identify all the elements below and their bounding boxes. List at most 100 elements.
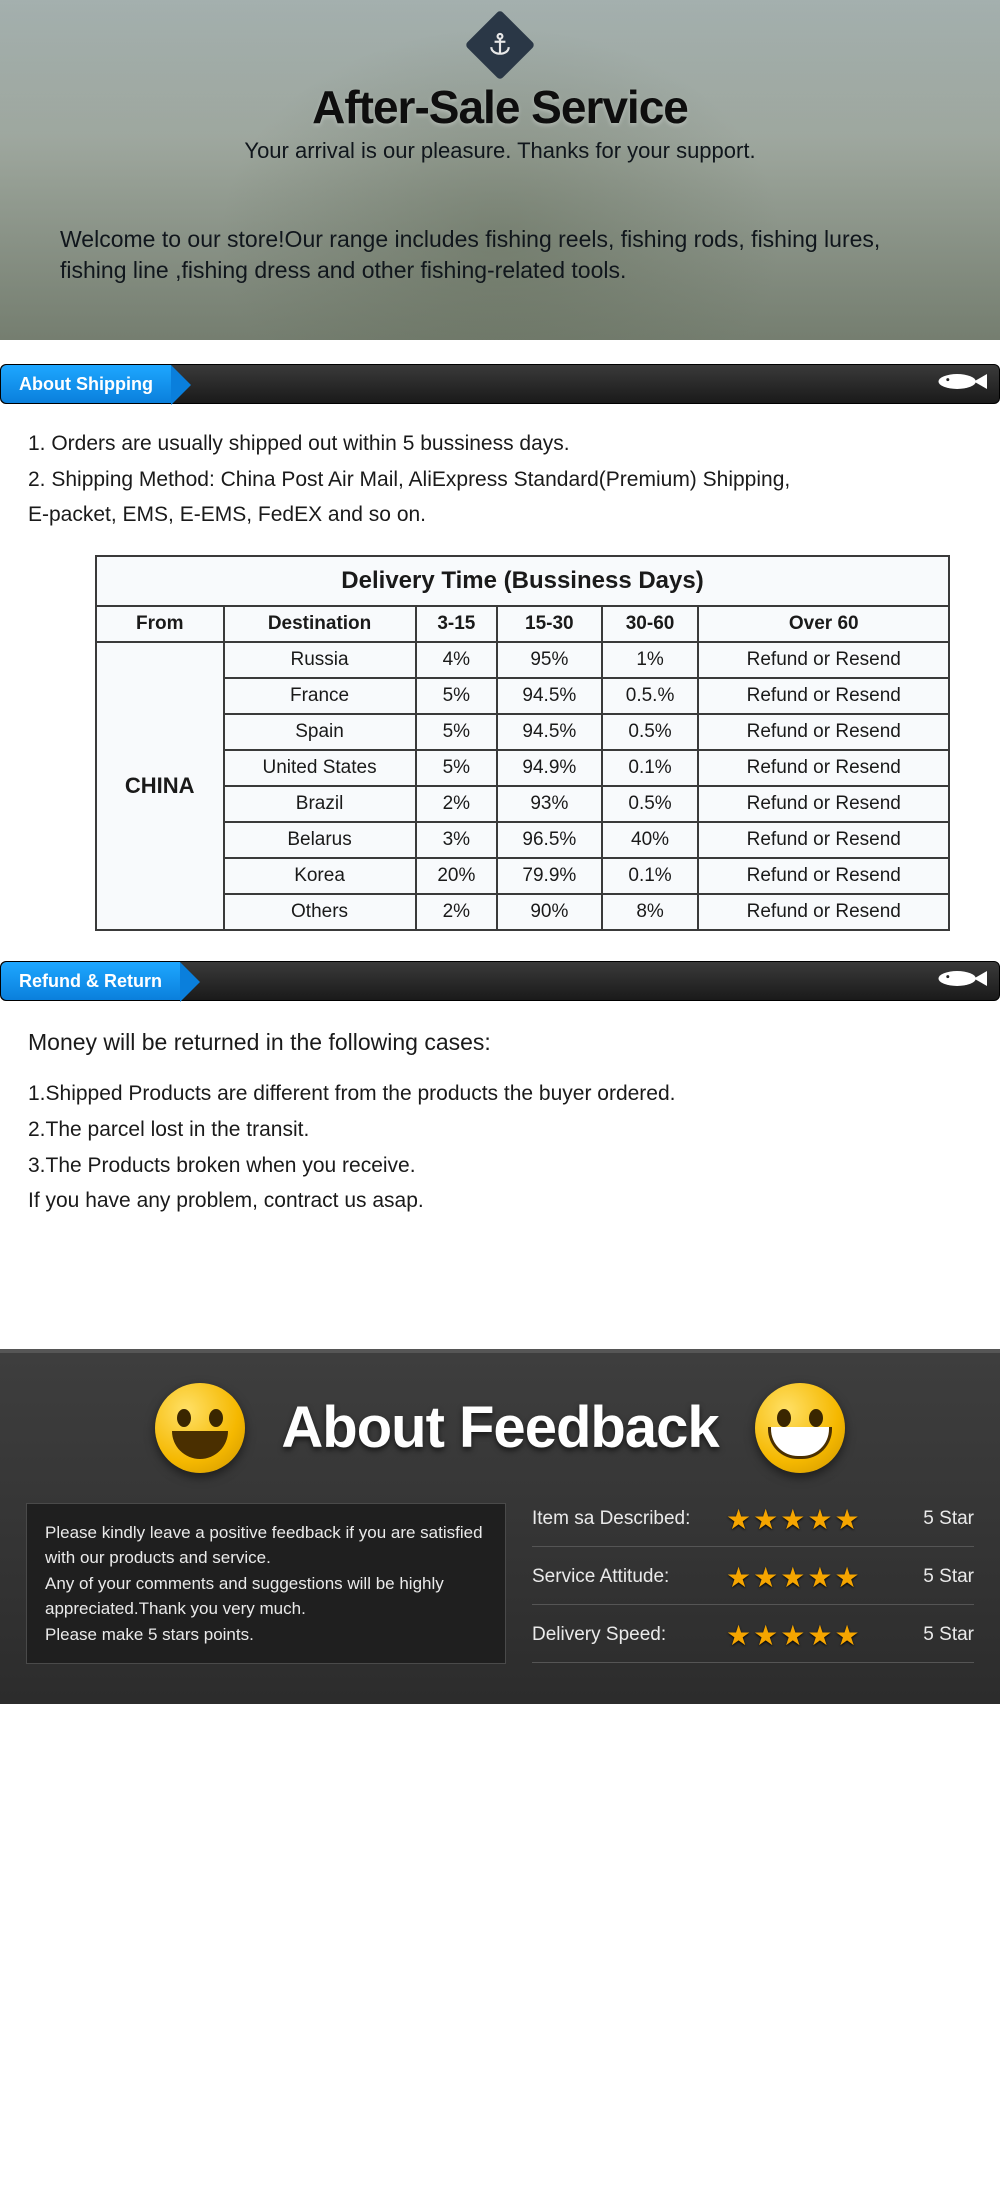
cell-c3: 0.1%: [602, 750, 699, 786]
shipping-line: 1. Orders are usually shipped out within…: [28, 426, 972, 462]
rating-value: 5 Star: [923, 1624, 974, 1646]
cell-c1: 2%: [416, 786, 497, 822]
hero-banner: After-Sale Service Your arrival is our p…: [0, 0, 1000, 340]
star-icon: ★: [726, 1503, 751, 1536]
fish-icon: [931, 967, 987, 996]
table-row: Korea20%79.9%0.1%Refund or Resend: [96, 858, 949, 894]
refund-text: Money will be returned in the following …: [28, 1023, 972, 1219]
cell-c4: Refund or Resend: [698, 894, 949, 930]
shipping-line: 2. Shipping Method: China Post Air Mail,…: [28, 462, 972, 498]
section-bar-refund: Refund & Return: [0, 961, 1000, 1001]
cell-c4: Refund or Resend: [698, 822, 949, 858]
rating-row: Item sa Described: ★★★★★ 5 Star: [532, 1503, 974, 1547]
cell-c2: 79.9%: [497, 858, 602, 894]
col-dest: Destination: [224, 606, 416, 642]
star-icon: ★: [753, 1503, 778, 1536]
smiley-grin-icon: [755, 1383, 845, 1473]
cell-c1: 3%: [416, 822, 497, 858]
cell-c4: Refund or Resend: [698, 750, 949, 786]
shipping-line: E-packet, EMS, E-EMS, FedEX and so on.: [28, 497, 972, 533]
cell-c1: 5%: [416, 750, 497, 786]
anchor-icon: [465, 10, 536, 81]
fish-icon: [931, 370, 987, 399]
cell-dest: Brazil: [224, 786, 416, 822]
col-over60: Over 60: [698, 606, 949, 642]
col-3-15: 3-15: [416, 606, 497, 642]
cell-c1: 2%: [416, 894, 497, 930]
cell-dest: Korea: [224, 858, 416, 894]
section-tab-shipping: About Shipping: [1, 365, 171, 403]
cell-c4: Refund or Resend: [698, 678, 949, 714]
star-icon: ★: [834, 1619, 859, 1652]
refund-line: 1.Shipped Products are different from th…: [28, 1076, 972, 1112]
cell-c2: 94.9%: [497, 750, 602, 786]
section-bar-shipping: About Shipping: [0, 364, 1000, 404]
cell-dest: France: [224, 678, 416, 714]
rating-label: Service Attitude:: [532, 1566, 712, 1588]
star-icon: ★: [780, 1503, 805, 1536]
feedback-title: About Feedback: [281, 1394, 718, 1461]
col-from: From: [96, 606, 224, 642]
cell-c2: 90%: [497, 894, 602, 930]
star-icon: ★: [780, 1561, 805, 1594]
rating-column: Item sa Described:★★★★★5 StarService Att…: [532, 1503, 974, 1665]
refund-line: If you have any problem, contract us asa…: [28, 1183, 972, 1219]
cell-dest: Spain: [224, 714, 416, 750]
table-row: Spain5%94.5%0.5%Refund or Resend: [96, 714, 949, 750]
star-icon: ★: [807, 1619, 832, 1652]
cell-c1: 5%: [416, 678, 497, 714]
rating-stars: ★★★★★: [726, 1503, 860, 1536]
table-row: Others2%90%8%Refund or Resend: [96, 894, 949, 930]
star-icon: ★: [753, 1561, 778, 1594]
rating-label: Item sa Described:: [532, 1508, 712, 1530]
cell-c4: Refund or Resend: [698, 858, 949, 894]
cell-c3: 0.5%: [602, 786, 699, 822]
smiley-icon: [155, 1383, 245, 1473]
cell-c2: 96.5%: [497, 822, 602, 858]
cell-dest: Belarus: [224, 822, 416, 858]
cell-c4: Refund or Resend: [698, 714, 949, 750]
rating-value: 5 Star: [923, 1508, 974, 1530]
rating-row: Service Attitude:★★★★★5 Star: [532, 1561, 974, 1605]
rating-value: 5 Star: [923, 1566, 974, 1588]
refund-line: 3.The Products broken when you receive.: [28, 1148, 972, 1184]
star-icon: ★: [780, 1619, 805, 1652]
cell-c3: 8%: [602, 894, 699, 930]
cell-c2: 95%: [497, 642, 602, 678]
shipping-text: 1. Orders are usually shipped out within…: [28, 426, 972, 533]
cell-c3: 1%: [602, 642, 699, 678]
section-tab-refund: Refund & Return: [1, 962, 180, 1000]
cell-c2: 94.5%: [497, 678, 602, 714]
refund-line: 2.The parcel lost in the transit.: [28, 1112, 972, 1148]
cell-c2: 94.5%: [497, 714, 602, 750]
cell-c1: 20%: [416, 858, 497, 894]
delivery-table: Delivery Time (Bussiness Days) From Dest…: [95, 555, 950, 931]
hero-welcome: Welcome to our store!Our range includes …: [60, 224, 940, 286]
star-icon: ★: [834, 1561, 859, 1594]
refund-intro: Money will be returned in the following …: [28, 1023, 972, 1062]
star-icon: ★: [726, 1561, 751, 1594]
cell-dest: United States: [224, 750, 416, 786]
table-title: Delivery Time (Bussiness Days): [96, 556, 949, 606]
table-row: Belarus3%96.5%40%Refund or Resend: [96, 822, 949, 858]
cell-c3: 0.5%: [602, 714, 699, 750]
table-row: United States5%94.9%0.1%Refund or Resend: [96, 750, 949, 786]
star-icon: ★: [834, 1503, 859, 1536]
star-icon: ★: [753, 1619, 778, 1652]
star-icon: ★: [807, 1561, 832, 1594]
hero-subtitle: Your arrival is our pleasure. Thanks for…: [0, 138, 1000, 164]
feedback-note-line: Please make 5 stars points.: [45, 1622, 487, 1648]
delivery-table-wrap: Delivery Time (Bussiness Days) From Dest…: [95, 555, 950, 931]
table-row: Brazil2%93%0.5%Refund or Resend: [96, 786, 949, 822]
rating-row: Delivery Speed:★★★★★5 Star: [532, 1619, 974, 1663]
rating-stars: ★★★★★: [726, 1561, 860, 1594]
cell-dest: Others: [224, 894, 416, 930]
col-15-30: 15-30: [497, 606, 602, 642]
feedback-note-line: Please kindly leave a positive feedback …: [45, 1520, 487, 1571]
cell-c2: 93%: [497, 786, 602, 822]
table-row: France5%94.5%0.5.%Refund or Resend: [96, 678, 949, 714]
cell-dest: Russia: [224, 642, 416, 678]
cell-c1: 4%: [416, 642, 497, 678]
cell-c3: 0.5.%: [602, 678, 699, 714]
feedback-section: About Feedback Please kindly leave a pos…: [0, 1349, 1000, 1705]
